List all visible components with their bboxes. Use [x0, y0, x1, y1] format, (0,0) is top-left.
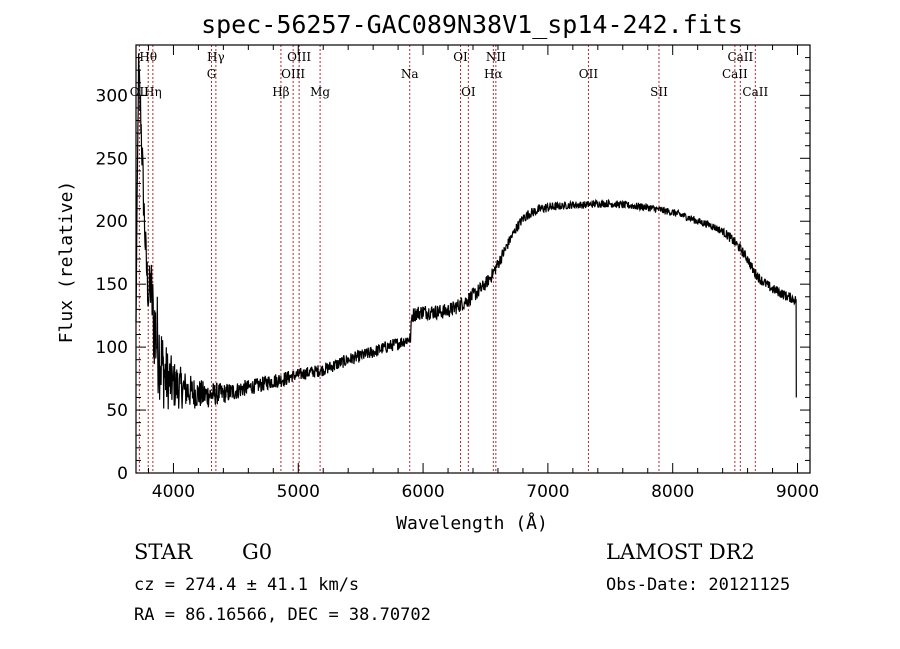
- x-tick-label: 7000: [526, 482, 569, 502]
- x-axis-ticks: 4000 5000 6000 7000 8000 9000: [147, 45, 819, 502]
- chart-title: spec-56257-GAC089N38V1_sp14-242.fits: [201, 10, 743, 39]
- x-tick-label: 9000: [776, 482, 819, 502]
- line-label: NII: [486, 50, 506, 64]
- spectrum-line: [135, 53, 797, 410]
- x-tick-label: 5000: [277, 482, 320, 502]
- redshift-text: cz = 274.4 ± 41.1 km/s: [134, 575, 359, 595]
- line-label: OII: [579, 67, 599, 81]
- x-axis-label: Wavelength (Å): [396, 512, 548, 534]
- object-subclass: G0: [242, 540, 272, 564]
- line-label: OIII: [287, 50, 311, 64]
- x-tick-label: 8000: [651, 482, 694, 502]
- y-tick-label: 200: [96, 212, 128, 232]
- line-label: Hθ: [139, 50, 157, 64]
- line-label: Hα: [484, 67, 503, 81]
- plot-frame: [135, 44, 811, 474]
- y-axis-ticks: 0 50 100 150 200 250 300: [96, 44, 810, 484]
- line-label: SII: [650, 85, 668, 99]
- line-label: Hγ: [207, 50, 225, 64]
- line-label: G: [207, 67, 217, 81]
- observation-date: Obs-Date: 20121125: [606, 575, 790, 595]
- line-label: OIII: [281, 67, 305, 81]
- line-label: CaII: [742, 85, 768, 99]
- line-label: Hη: [144, 85, 162, 99]
- line-label: Hβ: [272, 85, 289, 99]
- line-label: OI: [453, 50, 468, 64]
- line-label: OI: [461, 85, 476, 99]
- y-tick-label: 100: [96, 338, 128, 358]
- y-axis-label: Flux (relative): [56, 181, 77, 344]
- y-tick-label: 250: [96, 149, 128, 169]
- y-tick-label: 50: [106, 401, 128, 421]
- line-label: Mg: [310, 85, 330, 99]
- line-label: CaII: [722, 67, 748, 81]
- y-tick-label: 150: [96, 275, 128, 295]
- line-label: CaII: [727, 50, 753, 64]
- y-tick-label: 300: [96, 86, 128, 106]
- survey-name: LAMOST DR2: [606, 540, 755, 564]
- y-tick-label: 0: [117, 464, 128, 484]
- x-tick-label: 6000: [401, 482, 444, 502]
- spectral-line-markers: [138, 45, 756, 473]
- line-label: Na: [401, 67, 419, 81]
- object-class: STAR: [134, 540, 193, 564]
- x-tick-label: 4000: [152, 482, 195, 502]
- coordinates-text: RA = 86.16566, DEC = 38.70702: [134, 605, 431, 625]
